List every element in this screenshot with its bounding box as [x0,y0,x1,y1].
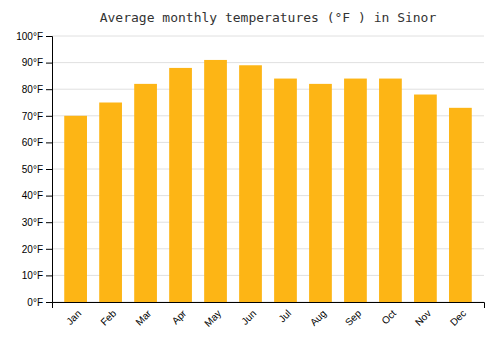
bar [309,84,332,302]
tick-mark [46,63,52,64]
grid [52,36,484,302]
bar [64,116,87,302]
tick-label: Jan [64,308,83,327]
y-tick: 100°F [16,31,52,42]
tick-label: 90°F [22,57,43,68]
tick-label: 60°F [22,137,43,148]
y-tick: 40°F [22,190,52,201]
bar [449,108,472,302]
tick-mark [46,142,52,143]
x-tick: Jun [239,308,258,327]
y-tick: 70°F [22,111,52,122]
tick-mark [46,196,52,197]
tick-label: 0°F [27,297,43,308]
tick-label: Sep [343,307,364,328]
tick-mark [46,222,52,223]
bar [344,79,367,302]
y-tick: 90°F [22,57,52,68]
bar [379,79,402,302]
bar [99,103,122,303]
tick-label: May [202,308,223,329]
bar [239,65,262,302]
axis-domain [46,37,53,303]
x-axis: Jan Feb Mar Apr May Jun Jul Aug Sep Oct Nov Dec [53,303,485,329]
x-tick: Oct [379,308,398,327]
tick-label: Dec [448,308,468,328]
tick-label: 10°F [22,270,43,281]
tick-label: Aug [308,308,328,328]
tick-label: 100°F [16,31,43,42]
bars [64,60,472,302]
chart-title: Average monthly temperatures (°F ) in Si… [100,10,437,25]
tick-label: 30°F [22,217,43,228]
tick-label: 40°F [22,190,43,201]
tick-label: Mar [133,307,153,327]
y-tick: 80°F [22,84,52,95]
x-tick: Aug [308,308,328,328]
chart-svg: 0°F 10°F 20°F 30°F 40°F 50°F 60°F 70°F 80°F 90°F 1… [0,0,500,350]
x-tick: Mar [133,307,153,327]
y-tick: 60°F [22,137,52,148]
tick-label: Apr [170,307,189,326]
bar [169,68,192,302]
x-tick: Apr [170,307,189,326]
plot-area: 0°F 10°F 20°F 30°F 40°F 50°F 60°F 70°F 80°F 90°F 1… [16,31,484,329]
bar [204,60,227,302]
tick-label: 80°F [22,84,43,95]
grid-line [52,62,484,63]
y-tick: 20°F [22,244,52,255]
tick-mark [46,302,52,303]
tick-label: Feb [98,307,118,327]
x-tick: Jan [64,308,83,327]
tick-label: Jun [239,308,258,327]
y-tick: 0°F [27,297,52,308]
x-tick: Jul [276,308,293,325]
y-axis: 0°F 10°F 20°F 30°F 40°F 50°F 60°F 70°F 80°F 90°F 1… [16,31,52,308]
tick-label: 70°F [22,111,43,122]
bar [414,95,437,302]
x-tick: Nov [413,308,433,328]
tick-mark [46,169,52,170]
x-tick: May [202,308,223,329]
tick-label: 50°F [22,164,43,175]
tick-mark [46,116,52,117]
x-tick: Sep [343,307,364,328]
y-tick: 10°F [22,270,52,281]
grid-line [52,89,484,90]
grid-line [52,36,484,37]
x-tick: Dec [448,308,468,328]
y-tick: 30°F [22,217,52,228]
tick-mark [46,275,52,276]
axis-domain [53,303,485,309]
bar [274,79,297,302]
tick-label: Jul [276,308,293,325]
bar [134,84,157,302]
tick-label: Oct [379,308,398,327]
x-tick: Feb [98,307,118,327]
tick-label: 20°F [22,244,43,255]
tick-label: Nov [413,308,433,328]
tick-mark [46,89,52,90]
tick-mark [46,249,52,250]
y-tick: 50°F [22,164,52,175]
tick-mark [46,36,52,37]
